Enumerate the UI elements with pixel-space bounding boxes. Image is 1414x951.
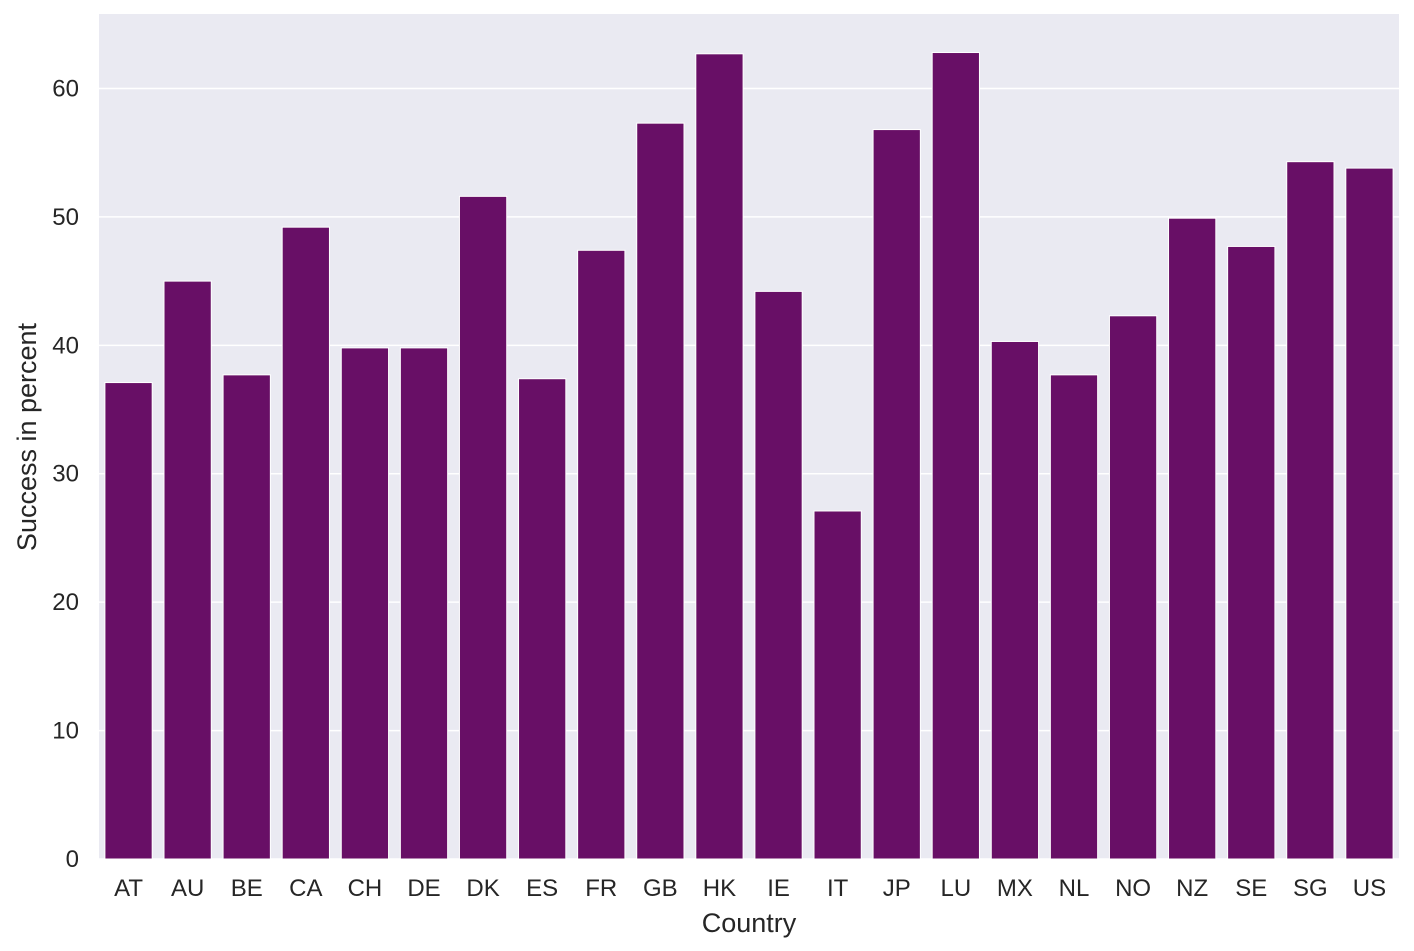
bar-es: [518, 378, 567, 860]
y-tick-label: 20: [52, 589, 79, 616]
x-tick-label-ie: IE: [767, 875, 790, 902]
x-tick-label-de: DE: [407, 875, 440, 902]
bar-sg: [1286, 161, 1335, 860]
x-tick-label-gb: GB: [643, 875, 678, 902]
bar-ch: [340, 347, 390, 860]
y-axis-label: Success in percent: [12, 322, 42, 551]
x-tick-label-no: NO: [1115, 875, 1151, 902]
x-tick-label-jp: JP: [883, 875, 911, 902]
x-tick-label-dk: DK: [466, 875, 499, 902]
x-tick-label-at: AT: [114, 875, 143, 902]
x-axis-label: Country: [702, 908, 797, 938]
bar-gb: [636, 122, 685, 860]
bar-at: [104, 382, 153, 860]
bar-fr: [577, 249, 626, 860]
x-tick-label-hk: HK: [703, 875, 736, 902]
x-tick-label-mx: MX: [997, 875, 1033, 902]
y-tick-label: 50: [52, 204, 79, 231]
x-tick-label-ch: CH: [348, 875, 383, 902]
x-tick-label-lu: LU: [940, 875, 971, 902]
x-tick-label-us: US: [1353, 875, 1386, 902]
bar-us: [1345, 167, 1394, 860]
bar-lu: [931, 52, 980, 860]
x-tick-label-au: AU: [171, 875, 204, 902]
y-tick-label: 10: [52, 718, 79, 745]
bar-ie: [754, 290, 803, 860]
x-tick-label-se: SE: [1235, 875, 1267, 902]
x-tick-labels: AT AU BE CA CH DE DK ES FR GB HK IE IT JP LU MX NL NO NZ SE…: [114, 875, 1386, 902]
bar-no: [1108, 315, 1158, 860]
bar-dk: [458, 195, 508, 860]
bar-hk: [695, 53, 744, 860]
x-tick-label-fr: FR: [585, 875, 617, 902]
bar-nz: [1168, 217, 1217, 860]
x-tick-label-it: IT: [827, 875, 849, 902]
y-tick-label: 0: [66, 846, 79, 873]
y-tick-label: 60: [52, 75, 79, 102]
bar-be: [222, 374, 271, 860]
bars: [104, 52, 1394, 860]
bar-de: [399, 347, 449, 860]
x-tick-label-nl: NL: [1059, 875, 1090, 902]
bar-ca: [281, 226, 330, 860]
bar-jp: [872, 129, 921, 860]
bar-au: [163, 280, 212, 860]
bar-se: [1227, 245, 1276, 860]
y-tick-labels: 0 10 20 30 40 50 60: [52, 75, 79, 873]
y-tick-label: 40: [52, 332, 79, 359]
x-tick-label-es: ES: [526, 875, 558, 902]
bar-nl: [1049, 374, 1099, 860]
bar-mx: [990, 340, 1040, 860]
x-tick-label-nz: NZ: [1176, 875, 1208, 902]
x-tick-label-ca: CA: [289, 875, 322, 902]
y-tick-label: 30: [52, 461, 79, 488]
x-tick-label-be: BE: [231, 875, 263, 902]
x-tick-label-sg: SG: [1293, 875, 1328, 902]
bar-it: [813, 510, 862, 860]
